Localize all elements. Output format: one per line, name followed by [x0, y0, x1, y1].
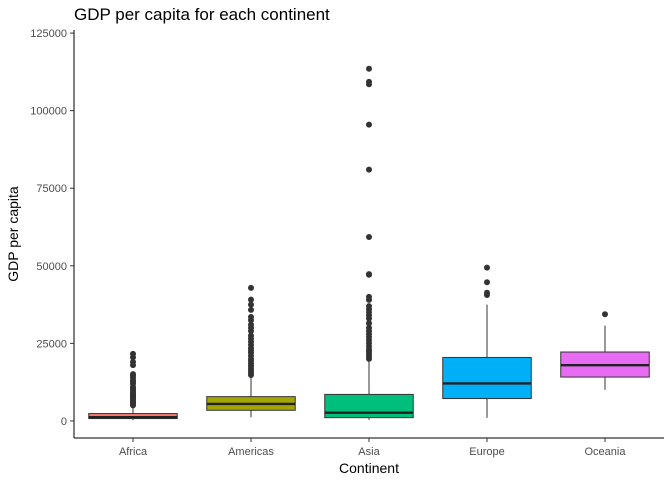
outlier-point: [248, 301, 254, 308]
outlier-point: [248, 313, 254, 320]
box-americas: [206, 284, 296, 418]
chart-title: GDP per capita for each continent: [74, 5, 330, 24]
outlier-point: [484, 279, 490, 286]
boxes-layer: [88, 65, 650, 421]
outlier-point: [248, 306, 254, 313]
outlier-point: [248, 296, 254, 303]
outlier-point: [366, 65, 372, 72]
x-tick-label: Oceania: [585, 446, 627, 458]
box-asia: [324, 65, 414, 420]
y-tick-label: 100000: [30, 106, 67, 118]
outlier-point: [366, 121, 372, 128]
x-axis-title: Continent: [339, 460, 399, 476]
outlier-point: [602, 311, 608, 318]
x-axis-ticks: Africa Americas Asia Europe Oceania: [119, 438, 626, 458]
outlier-point: [366, 293, 372, 300]
outlier-point: [484, 264, 490, 271]
y-tick-label: 125000: [30, 28, 67, 40]
y-tick-label: 0: [61, 416, 67, 428]
outlier-point: [366, 166, 372, 173]
outlier-point: [130, 371, 136, 378]
outlier-point: [248, 332, 254, 339]
outlier-point: [130, 350, 136, 357]
x-tick-label: Asia: [358, 446, 380, 458]
outlier-point: [130, 358, 136, 365]
y-axis-ticks: 0 25000 50000 75000 100000 125000: [30, 28, 74, 428]
box-iqr: [324, 393, 414, 419]
outlier-point: [366, 233, 372, 240]
y-axis-title: GDP per capita: [5, 186, 21, 282]
outlier-point: [366, 303, 372, 310]
y-tick-label: 50000: [36, 261, 67, 273]
box-europe: [442, 264, 532, 418]
x-tick-label: Europe: [469, 446, 504, 458]
outlier-point: [484, 289, 490, 296]
box-iqr: [442, 356, 532, 400]
outlier-point: [366, 78, 372, 85]
outlier-point: [366, 271, 372, 278]
outlier-point: [366, 324, 372, 331]
y-tick-label: 75000: [36, 183, 67, 195]
box-oceania: [560, 311, 650, 390]
x-tick-label: Americas: [228, 446, 274, 458]
outlier-point: [366, 320, 372, 327]
box-africa: [88, 350, 178, 421]
outlier-point: [248, 321, 254, 328]
outlier-point: [248, 284, 254, 291]
x-tick-label: Africa: [119, 446, 148, 458]
y-tick-label: 25000: [36, 338, 67, 350]
